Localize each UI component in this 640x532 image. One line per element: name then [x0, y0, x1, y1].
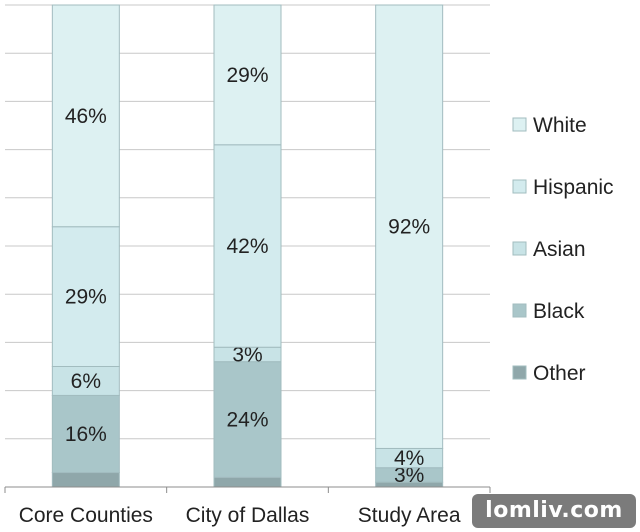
data-label: 29% [65, 286, 107, 309]
legend-swatch [512, 241, 527, 256]
data-label: 4% [394, 447, 424, 470]
bar-segment [375, 4, 444, 449]
bar-segment [213, 476, 282, 488]
data-label: 3% [394, 464, 424, 487]
bar-segment [213, 144, 282, 348]
data-label: 16% [65, 423, 107, 446]
watermark-badge: lomliv.com [472, 494, 636, 528]
legend-swatch [512, 117, 527, 132]
data-label: 3% [232, 343, 262, 366]
data-label: 46% [65, 105, 107, 128]
x-axis: Core Counties City of Dallas Study Area [4, 486, 491, 527]
legend-swatch [512, 303, 527, 318]
category-label: Core Counties [19, 504, 153, 527]
legend-swatch [512, 179, 527, 194]
legend-label: Black [533, 300, 585, 323]
bar-segment [51, 226, 120, 367]
category-label: Study Area [358, 504, 461, 527]
data-label: 24% [226, 409, 268, 432]
bar-segment [213, 4, 282, 146]
bar-segment [51, 4, 120, 228]
category-label: City of Dallas [186, 504, 310, 527]
legend-swatch [512, 365, 527, 380]
bar-segment [213, 361, 282, 478]
data-label: 92% [388, 216, 430, 239]
data-label: 29% [226, 64, 268, 87]
legend-label: White [533, 114, 587, 137]
data-label: 42% [226, 235, 268, 258]
legend-label: Asian [533, 238, 586, 261]
legend: White Hispanic Asian Black Other [512, 114, 614, 385]
data-label: 6% [71, 370, 101, 393]
legend-label: Hispanic [533, 176, 614, 199]
bars: 16%6%29%46%24%3%42%29%3%4%92% [51, 4, 444, 488]
legend-label: Other [533, 362, 586, 385]
bar-segment [51, 472, 120, 488]
